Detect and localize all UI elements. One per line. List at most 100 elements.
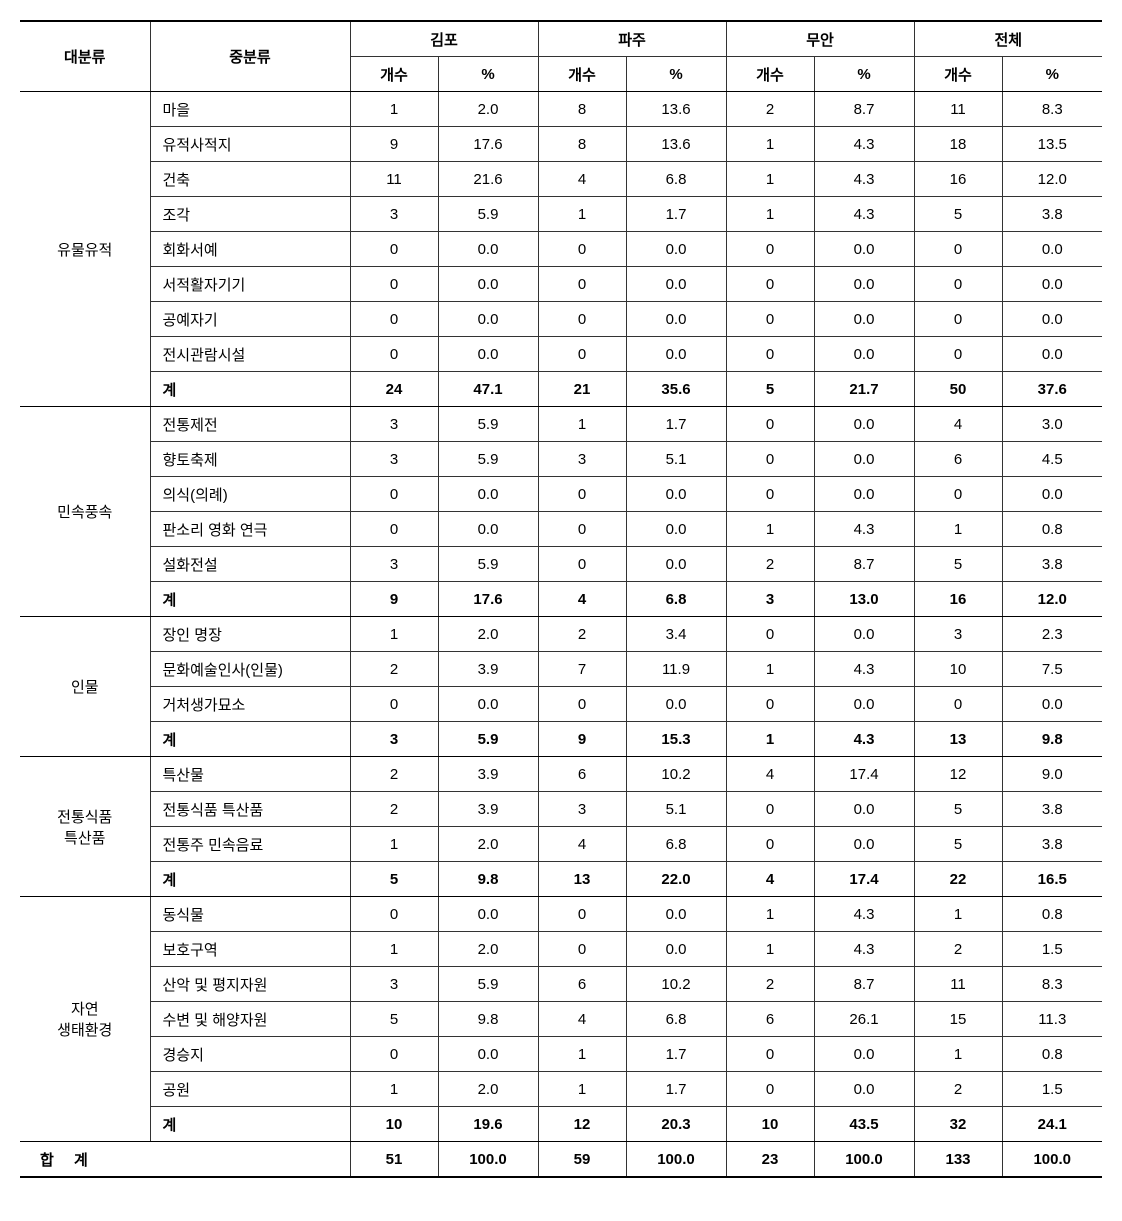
value-cell: 0.0: [438, 302, 538, 337]
subtotal-value: 12.0: [1002, 582, 1102, 617]
value-cell: 13.5: [1002, 127, 1102, 162]
value-cell: 0.0: [814, 617, 914, 652]
value-cell: 1: [538, 1072, 626, 1107]
value-cell: 2.0: [438, 92, 538, 127]
value-cell: 3: [350, 547, 438, 582]
value-cell: 0.0: [626, 687, 726, 722]
value-cell: 0.0: [626, 897, 726, 932]
subcategory-cell: 조각: [150, 197, 350, 232]
value-cell: 17.4: [814, 757, 914, 792]
value-cell: 0.0: [814, 232, 914, 267]
value-cell: 2: [538, 617, 626, 652]
table-row: 공원12.011.700.021.5: [20, 1072, 1102, 1107]
value-cell: 4: [914, 407, 1002, 442]
value-cell: 2.0: [438, 827, 538, 862]
table-row: 공예자기00.000.000.000.0: [20, 302, 1102, 337]
value-cell: 3: [350, 407, 438, 442]
total-value: 100.0: [1002, 1142, 1102, 1178]
value-cell: 0.0: [1002, 302, 1102, 337]
header-main-cat: 대분류: [20, 21, 150, 92]
value-cell: 0: [726, 1072, 814, 1107]
subcategory-cell: 설화전설: [150, 547, 350, 582]
value-cell: 2: [350, 792, 438, 827]
value-cell: 2: [914, 932, 1002, 967]
subtotal-value: 20.3: [626, 1107, 726, 1142]
subcategory-cell: 판소리 영화 연극: [150, 512, 350, 547]
value-cell: 0: [726, 827, 814, 862]
value-cell: 2: [726, 967, 814, 1002]
subtotal-value: 9: [350, 582, 438, 617]
table-row: 전통식품 특산품23.935.100.053.8: [20, 792, 1102, 827]
value-cell: 4.3: [814, 512, 914, 547]
subcategory-cell: 보호구역: [150, 932, 350, 967]
subcategory-cell: 문화예술인사(인물): [150, 652, 350, 687]
subcategory-cell: 경승지: [150, 1037, 350, 1072]
subtotal-value: 4.3: [814, 722, 914, 757]
value-cell: 0.0: [626, 302, 726, 337]
value-cell: 13.6: [626, 92, 726, 127]
value-cell: 5.9: [438, 407, 538, 442]
subtotal-value: 4: [726, 862, 814, 897]
value-cell: 13.6: [626, 127, 726, 162]
subtotal-value: 17.6: [438, 582, 538, 617]
value-cell: 7: [538, 652, 626, 687]
value-cell: 1: [914, 1037, 1002, 1072]
value-cell: 3.8: [1002, 197, 1102, 232]
value-cell: 6: [538, 967, 626, 1002]
value-cell: 3: [538, 442, 626, 477]
total-value: 133: [914, 1142, 1002, 1178]
value-cell: 1: [350, 1072, 438, 1107]
total-row: 합 계51100.059100.023100.0133100.0: [20, 1142, 1102, 1178]
subtotal-value: 5: [726, 372, 814, 407]
subtotal-value: 19.6: [438, 1107, 538, 1142]
value-cell: 0: [914, 302, 1002, 337]
value-cell: 0.0: [438, 1037, 538, 1072]
header-pct: %: [438, 57, 538, 92]
value-cell: 0: [538, 897, 626, 932]
value-cell: 0: [538, 337, 626, 372]
value-cell: 7.5: [1002, 652, 1102, 687]
value-cell: 5.1: [626, 792, 726, 827]
value-cell: 0: [726, 442, 814, 477]
subcategory-cell: 전통식품 특산품: [150, 792, 350, 827]
value-cell: 0.0: [438, 512, 538, 547]
table-row: 전시관람시설00.000.000.000.0: [20, 337, 1102, 372]
value-cell: 2.0: [438, 617, 538, 652]
value-cell: 11.9: [626, 652, 726, 687]
table-body: 유물유적마을12.0813.628.7118.3유적사적지917.6813.61…: [20, 92, 1102, 1178]
table-row: 조각35.911.714.353.8: [20, 197, 1102, 232]
value-cell: 10.2: [626, 967, 726, 1002]
value-cell: 4: [538, 162, 626, 197]
value-cell: 0: [538, 232, 626, 267]
subtotal-label: 계: [150, 1107, 350, 1142]
value-cell: 0: [538, 932, 626, 967]
value-cell: 6.8: [626, 162, 726, 197]
table-row: 회화서예00.000.000.000.0: [20, 232, 1102, 267]
value-cell: 0: [726, 337, 814, 372]
value-cell: 3: [538, 792, 626, 827]
value-cell: 0: [914, 687, 1002, 722]
subtotal-value: 3: [726, 582, 814, 617]
value-cell: 0: [538, 547, 626, 582]
value-cell: 2: [914, 1072, 1002, 1107]
table-row: 보호구역12.000.014.321.5: [20, 932, 1102, 967]
value-cell: 0.0: [814, 337, 914, 372]
value-cell: 3.9: [438, 757, 538, 792]
value-cell: 2: [726, 547, 814, 582]
value-cell: 0: [350, 897, 438, 932]
value-cell: 0: [350, 687, 438, 722]
subtotal-value: 24: [350, 372, 438, 407]
subtotal-value: 13: [914, 722, 1002, 757]
total-value: 51: [350, 1142, 438, 1178]
value-cell: 0.0: [814, 792, 914, 827]
subcategory-cell: 특산물: [150, 757, 350, 792]
value-cell: 3.0: [1002, 407, 1102, 442]
value-cell: 0.0: [1002, 477, 1102, 512]
value-cell: 5.9: [438, 197, 538, 232]
value-cell: 0.0: [814, 1037, 914, 1072]
value-cell: 0.0: [438, 477, 538, 512]
subtotal-value: 32: [914, 1107, 1002, 1142]
subcategory-cell: 서적활자기기: [150, 267, 350, 302]
value-cell: 2.3: [1002, 617, 1102, 652]
value-cell: 1.7: [626, 1037, 726, 1072]
